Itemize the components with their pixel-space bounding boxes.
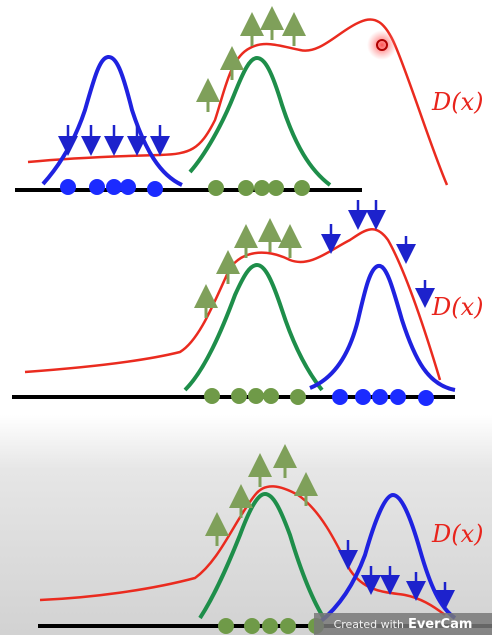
density-label: D(x): [431, 293, 484, 321]
panel-3: D(x): [38, 444, 492, 634]
watermark-brand: EverCam: [407, 616, 473, 632]
cluster-a-points: [60, 179, 163, 197]
watermark-prefix: Created with: [333, 617, 404, 631]
cluster-b-points: [204, 388, 306, 405]
cluster-b-points: [208, 180, 310, 196]
cluster-b-curve: [198, 491, 327, 622]
highlight-marker-icon: [367, 30, 397, 60]
cluster-a-points: [332, 389, 434, 406]
cluster-b-curve: [188, 55, 332, 187]
cluster-b-points: [218, 618, 324, 634]
panel-2: D(x): [12, 200, 484, 406]
up-arrow-icon: [194, 218, 302, 318]
density-curve: [24, 228, 442, 381]
up-arrow-icon: [196, 6, 306, 112]
cluster-a-curve: [318, 492, 457, 624]
up-arrow-icon: [205, 444, 318, 546]
density-label: D(x): [431, 520, 484, 548]
density-label: D(x): [431, 88, 484, 116]
panel-1: D(x): [15, 6, 484, 197]
cluster-b-curve: [183, 262, 324, 392]
watermark: Created with EverCam: [314, 613, 492, 635]
down-arrow-icon: [58, 125, 170, 156]
cluster-a-curve: [309, 263, 456, 392]
down-arrow-icon: [321, 200, 435, 308]
down-arrow-icon: [338, 540, 455, 610]
cluster-a-curve: [41, 55, 183, 187]
